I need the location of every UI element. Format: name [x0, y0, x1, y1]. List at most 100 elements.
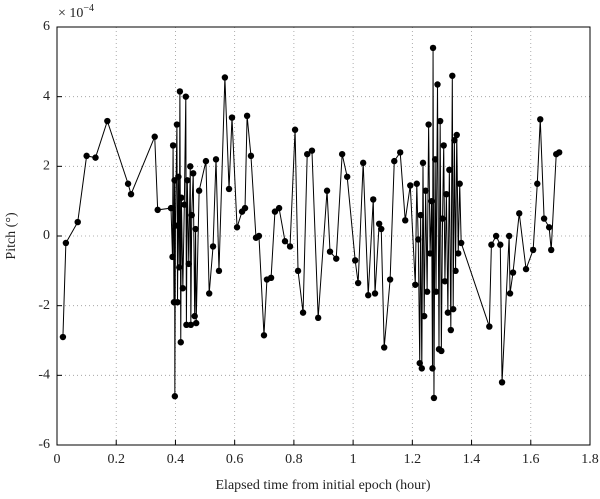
point — [370, 196, 377, 203]
x-tick-label: 1.2 — [404, 452, 422, 467]
point — [221, 74, 229, 81]
point — [371, 290, 379, 297]
y-scale-base: × 10 — [58, 6, 83, 21]
point — [439, 215, 446, 222]
point — [529, 246, 537, 254]
point — [456, 180, 463, 187]
point — [417, 211, 424, 219]
point — [443, 191, 450, 198]
point — [359, 159, 367, 167]
point — [209, 243, 217, 250]
point — [419, 159, 427, 167]
point — [453, 131, 460, 139]
point — [171, 393, 179, 400]
y-tick-label: -6 — [38, 437, 50, 452]
point — [294, 267, 302, 275]
y-tick-label: -4 — [38, 368, 50, 383]
point — [181, 201, 188, 208]
point — [488, 241, 495, 248]
point — [187, 321, 195, 329]
point — [438, 347, 445, 355]
point — [333, 255, 340, 262]
point — [127, 191, 135, 198]
point — [498, 379, 506, 386]
point — [447, 326, 455, 334]
y-tick-label: 0 — [43, 228, 50, 243]
point — [418, 365, 426, 372]
x-tick-label: 0 — [54, 452, 61, 467]
point — [233, 224, 241, 231]
point — [62, 239, 70, 247]
point — [178, 194, 185, 201]
point — [422, 187, 429, 194]
x-tick-label: 1.8 — [581, 452, 599, 467]
point — [375, 220, 383, 228]
point — [176, 264, 183, 271]
point — [429, 44, 437, 52]
point — [338, 150, 346, 158]
point — [255, 232, 263, 240]
point — [534, 180, 541, 187]
point — [173, 121, 181, 128]
point — [323, 187, 331, 194]
x-tick-label: 1.6 — [522, 452, 540, 467]
point — [396, 149, 404, 156]
point — [151, 133, 158, 140]
point — [191, 312, 198, 320]
point — [215, 267, 223, 275]
point — [441, 278, 449, 285]
point — [497, 241, 504, 248]
point — [281, 238, 289, 245]
point — [449, 305, 457, 313]
point — [413, 180, 420, 187]
point — [452, 267, 459, 275]
point — [286, 243, 294, 250]
point — [451, 137, 458, 144]
y-scale: × 10−4 — [58, 3, 94, 21]
x-tick-label: 0.6 — [226, 452, 244, 467]
point — [425, 121, 432, 128]
point — [429, 365, 436, 372]
point — [436, 117, 444, 125]
point — [190, 170, 197, 177]
point — [260, 332, 268, 339]
point — [545, 224, 553, 231]
x-tick-label: 1 — [350, 452, 357, 467]
point — [169, 253, 176, 261]
y-tick-label: -2 — [38, 298, 50, 313]
point — [247, 152, 255, 160]
point — [314, 314, 322, 322]
point — [206, 290, 213, 297]
y-axis-label: Pitch (°) — [4, 212, 19, 260]
point — [430, 394, 438, 402]
point — [179, 285, 187, 292]
point — [537, 116, 544, 123]
point — [176, 88, 184, 95]
point — [92, 154, 99, 161]
x-tick-label: 0.8 — [285, 452, 303, 467]
point — [509, 269, 517, 276]
point — [492, 232, 500, 240]
x-tick-label: 0.2 — [107, 452, 125, 467]
point — [83, 152, 90, 160]
point — [407, 182, 414, 189]
point — [267, 274, 275, 281]
point — [169, 142, 177, 149]
point — [124, 180, 132, 187]
point — [275, 204, 283, 212]
point — [402, 217, 409, 224]
point — [420, 312, 428, 320]
point — [304, 150, 311, 158]
point — [243, 112, 251, 120]
point — [174, 298, 181, 306]
point — [556, 149, 563, 156]
y-tick-label: 4 — [43, 89, 50, 104]
point — [431, 156, 439, 163]
y-tick-label: 6 — [43, 19, 50, 34]
point — [415, 236, 422, 243]
point — [506, 290, 514, 297]
point — [241, 204, 249, 212]
point — [423, 288, 431, 295]
